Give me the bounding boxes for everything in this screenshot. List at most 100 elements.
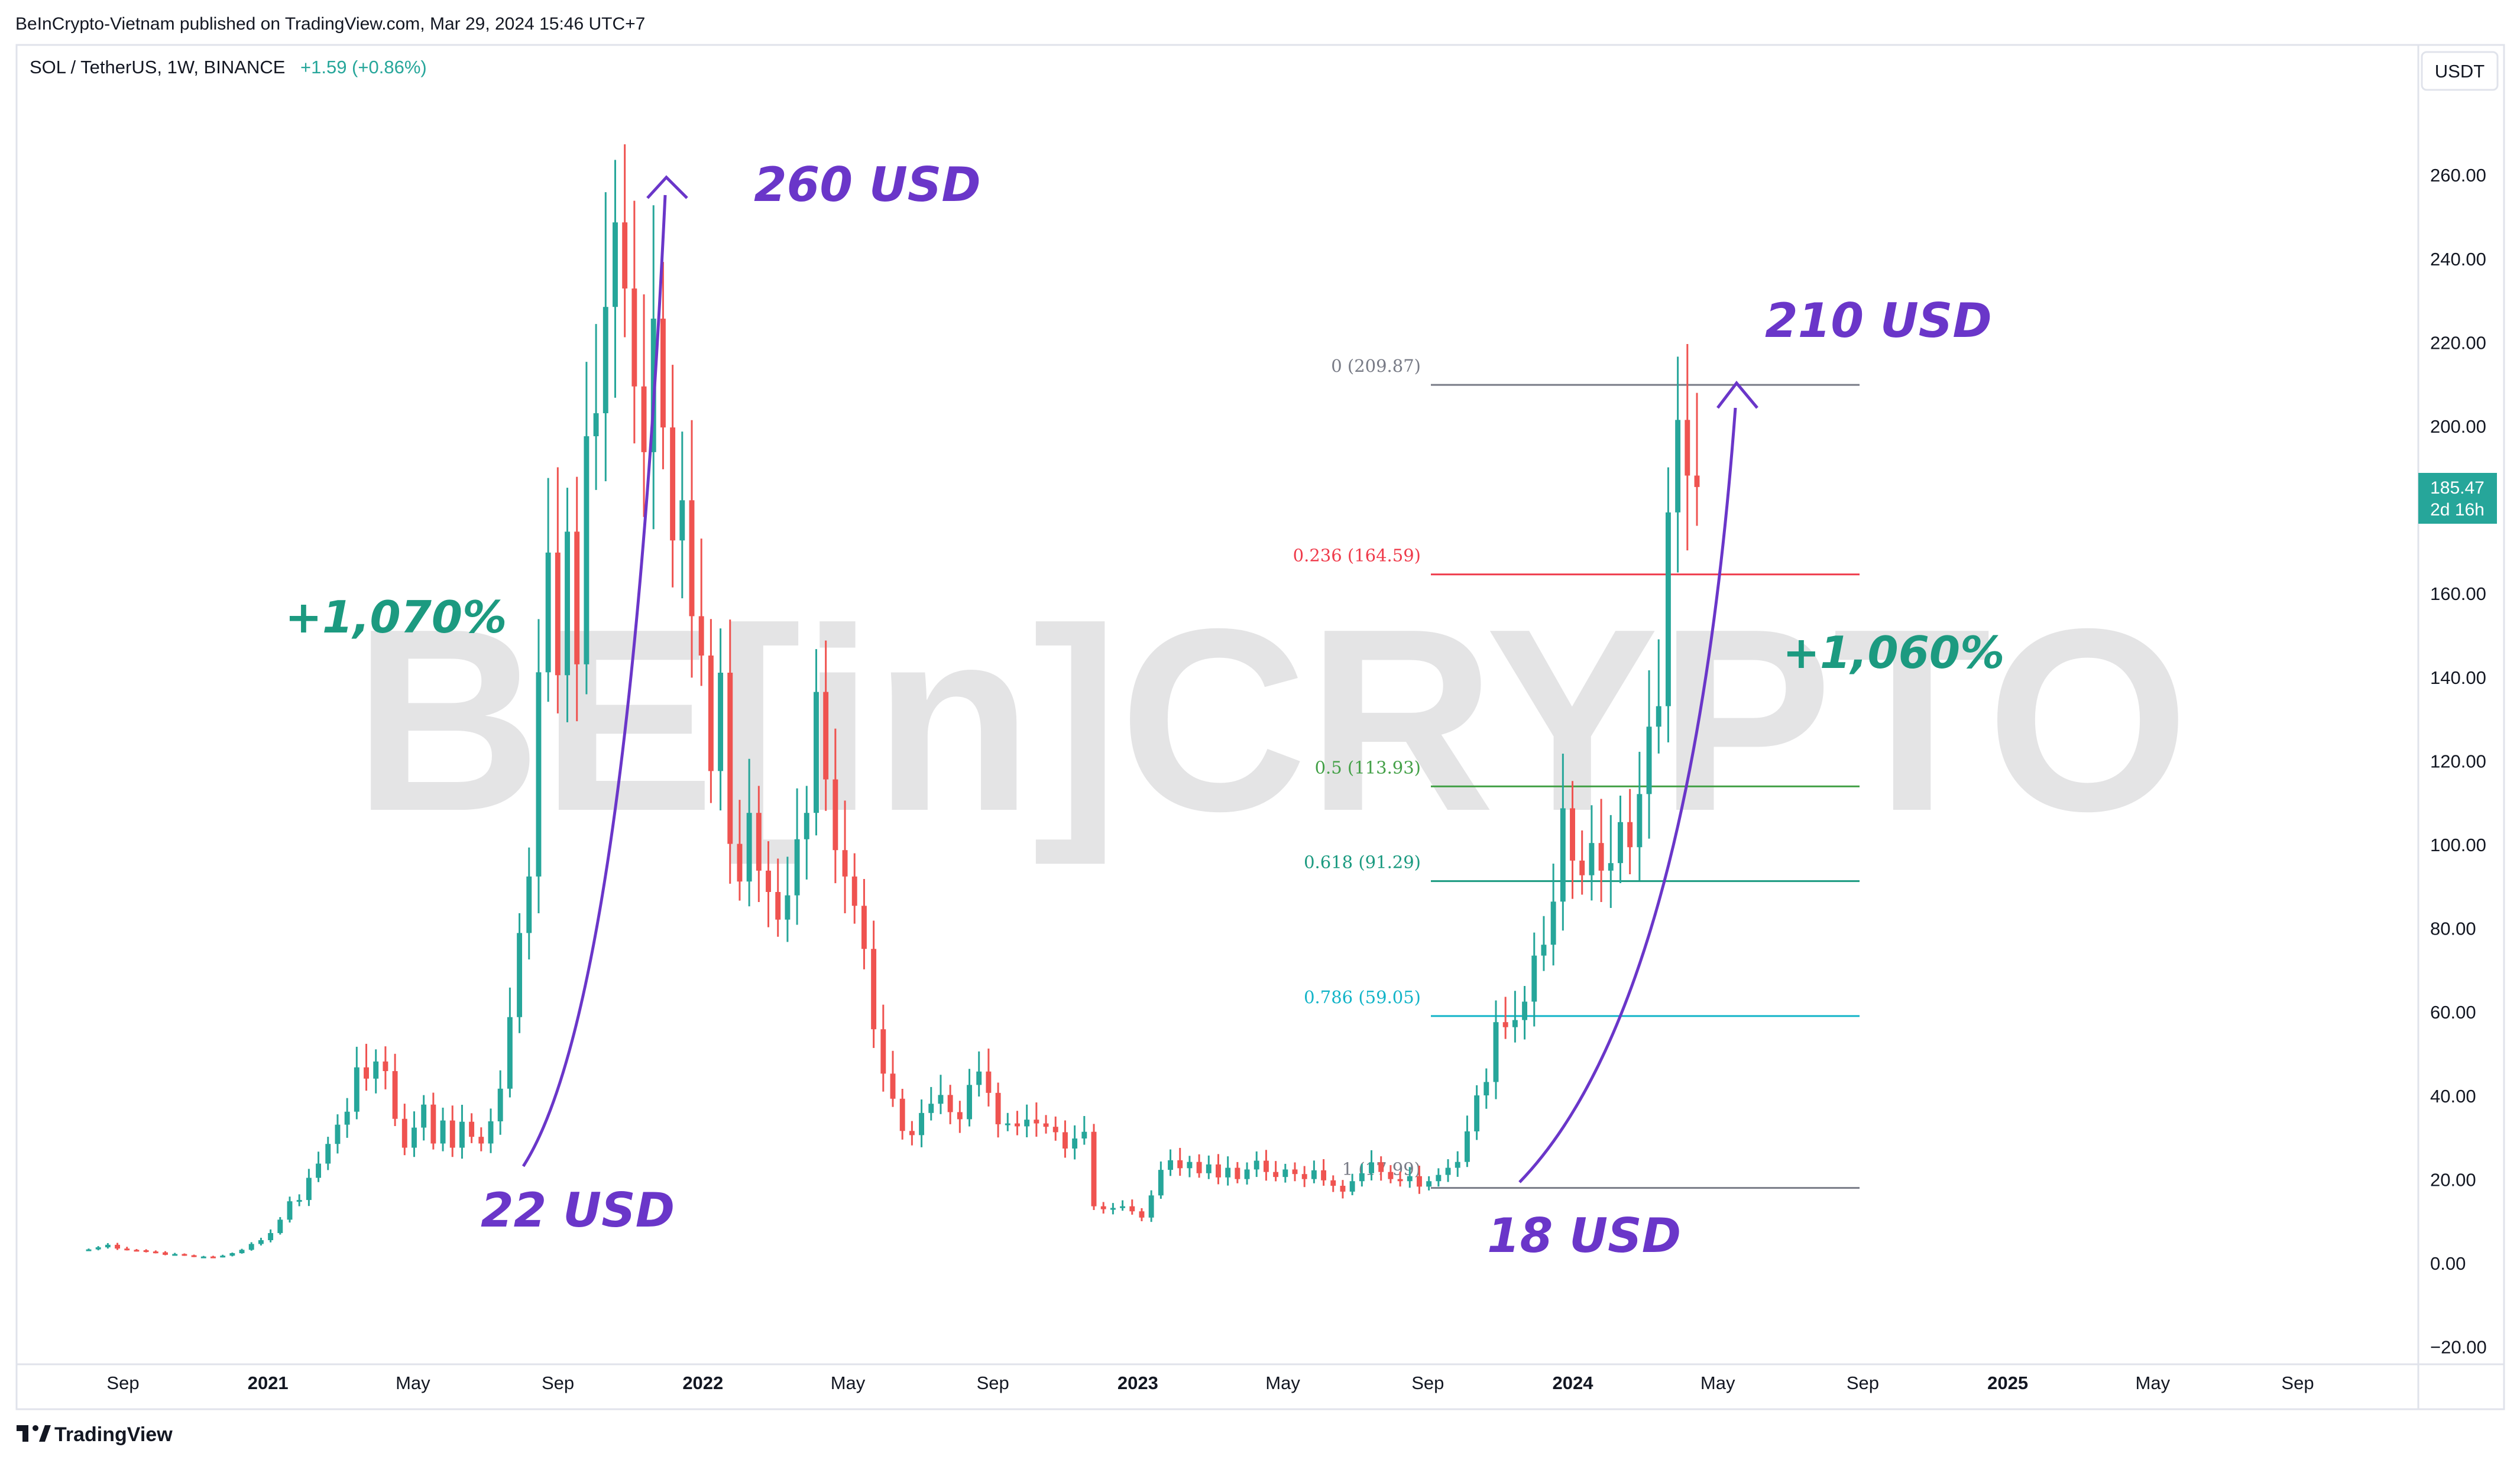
candle-body bbox=[823, 692, 829, 780]
candle-body bbox=[631, 288, 637, 387]
candle-body bbox=[1081, 1131, 1087, 1139]
candle-body bbox=[1321, 1170, 1327, 1180]
fibonacci-retracement: 0 (209.87) 0.236 (164.59) 0.5 (113.93) 0.61… bbox=[1293, 356, 1860, 1189]
fib-level-label: 0.786 (59.05) bbox=[1304, 987, 1421, 1007]
candle-body bbox=[1436, 1175, 1442, 1182]
candle-body bbox=[287, 1201, 293, 1220]
candle-body bbox=[163, 1252, 168, 1255]
candle-body bbox=[1502, 1022, 1508, 1027]
candle-body bbox=[1694, 475, 1700, 487]
candle-body bbox=[469, 1121, 475, 1137]
candle-body bbox=[1417, 1176, 1422, 1187]
candle-body bbox=[909, 1131, 915, 1136]
arrow-2024 bbox=[1518, 380, 1758, 1183]
candle-body bbox=[1253, 1160, 1259, 1170]
candle-body bbox=[1455, 1162, 1460, 1168]
candle-body bbox=[248, 1244, 254, 1250]
price-tick-label: 260.00 bbox=[2430, 165, 2486, 186]
candle-body bbox=[1196, 1162, 1202, 1173]
candle-body bbox=[718, 673, 724, 771]
candle-body bbox=[1579, 860, 1585, 875]
candle-body bbox=[919, 1112, 925, 1136]
candle-body bbox=[737, 844, 743, 882]
candle-body bbox=[421, 1104, 427, 1128]
candle-body bbox=[1618, 822, 1623, 864]
candle-body bbox=[545, 552, 551, 673]
candle-body bbox=[268, 1233, 274, 1241]
candle-body bbox=[1608, 863, 1614, 871]
candle-body bbox=[641, 386, 647, 452]
candle-body bbox=[899, 1098, 905, 1131]
candle-body bbox=[335, 1124, 341, 1144]
candle-body bbox=[1445, 1167, 1451, 1175]
candle-body bbox=[1570, 808, 1575, 861]
candle-body bbox=[1493, 1022, 1499, 1082]
candle-body bbox=[1426, 1181, 1432, 1187]
currency-button[interactable] bbox=[2421, 51, 2499, 91]
time-tick-label: May bbox=[831, 1373, 866, 1393]
candle-body bbox=[105, 1244, 111, 1248]
price-tick-label: 20.00 bbox=[2430, 1169, 2476, 1190]
price-tick-label: 220.00 bbox=[2430, 332, 2486, 353]
candle-body bbox=[488, 1121, 494, 1144]
candle-body bbox=[986, 1071, 992, 1093]
candle-body bbox=[660, 319, 666, 428]
candle-body bbox=[1129, 1206, 1135, 1212]
candle-body bbox=[200, 1256, 206, 1258]
candle-body bbox=[1550, 901, 1556, 945]
price-tick-label: 40.00 bbox=[2430, 1086, 2476, 1107]
candle-body bbox=[603, 307, 608, 414]
pct-2021-label: +1,070% bbox=[285, 591, 507, 643]
pct-2024-label: +1,060% bbox=[1783, 627, 2004, 679]
candle-body bbox=[555, 552, 561, 676]
tradingview-logo-icon[interactable] bbox=[17, 1425, 51, 1442]
time-tick-label: 2022 bbox=[682, 1373, 723, 1393]
candle-body bbox=[1139, 1211, 1145, 1218]
price-change: +1.59 (+0.86%) bbox=[300, 57, 427, 77]
time-tick-label: Sep bbox=[977, 1373, 1009, 1393]
candle-body bbox=[1531, 955, 1537, 1002]
fib-level-label: 0.618 (91.29) bbox=[1304, 852, 1421, 872]
time-axis-ticks: Sep 2021 May Sep 2022 May Sep 2023 May Sep 2024 May… bbox=[106, 1373, 2314, 1393]
footer-brand: TradingView bbox=[54, 1423, 173, 1446]
publisher-line: BeInCrypto-Vietnam published on TradingV… bbox=[15, 14, 645, 34]
candle-body bbox=[1244, 1169, 1250, 1179]
candle-body bbox=[689, 500, 695, 617]
candle-body bbox=[1598, 843, 1604, 871]
candle-body bbox=[584, 436, 589, 664]
time-tick-label: 2023 bbox=[1118, 1373, 1158, 1393]
last-price-value: 185.47 bbox=[2430, 478, 2485, 498]
time-tick-label: Sep bbox=[1411, 1373, 1444, 1393]
chart-frame bbox=[15, 44, 2505, 1410]
candle-body bbox=[459, 1121, 465, 1148]
candle-body bbox=[1005, 1123, 1010, 1125]
candle-body bbox=[1378, 1162, 1384, 1172]
candle-body bbox=[364, 1067, 369, 1079]
candle-body bbox=[1637, 794, 1643, 848]
candle-body bbox=[861, 906, 867, 949]
candle-body bbox=[1301, 1174, 1307, 1179]
candle-body bbox=[1646, 726, 1652, 794]
price-tick-label: 80.00 bbox=[2430, 919, 2476, 939]
time-tick-label: May bbox=[2136, 1373, 2171, 1393]
candle-body bbox=[1024, 1120, 1030, 1127]
candle-body bbox=[804, 813, 809, 839]
candle-body bbox=[306, 1177, 312, 1201]
candle-body bbox=[1369, 1162, 1374, 1173]
candle-body bbox=[976, 1071, 982, 1085]
price-tick-label: 200.00 bbox=[2430, 416, 2486, 437]
price-axis-ticks: 260.00240.00220.00200.00180.00160.00140.… bbox=[2430, 165, 2487, 1357]
candle-body bbox=[1388, 1172, 1394, 1179]
candle-body bbox=[785, 895, 791, 920]
candle-body bbox=[565, 531, 570, 676]
candle-body bbox=[1100, 1206, 1106, 1209]
candle-body bbox=[1292, 1169, 1298, 1175]
candle-body bbox=[1216, 1164, 1221, 1177]
candle-body bbox=[430, 1104, 436, 1144]
candle-body bbox=[1589, 843, 1595, 875]
candle-body bbox=[1541, 945, 1547, 956]
time-tick-label: 2024 bbox=[1553, 1373, 1594, 1393]
candle-body bbox=[1062, 1132, 1068, 1149]
time-tick-label: Sep bbox=[1847, 1373, 1879, 1393]
